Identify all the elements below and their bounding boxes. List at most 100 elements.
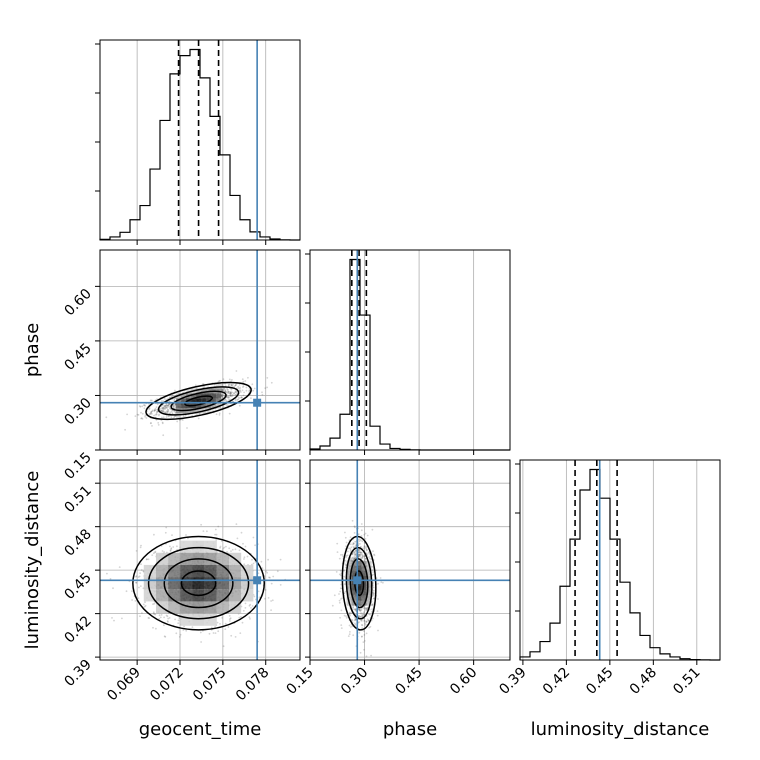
sample-point (253, 537, 255, 539)
y-tick-label: 0.60 (61, 286, 94, 319)
sample-point (344, 563, 346, 565)
sample-point (251, 383, 253, 385)
sample-point (165, 527, 167, 529)
sample-point (152, 409, 154, 411)
sample-point (366, 655, 368, 657)
sample-point (160, 617, 162, 619)
scatter-luminosity_distance_vs_phase (310, 460, 510, 660)
sample-point (185, 415, 187, 417)
sample-point (167, 618, 169, 620)
sample-point (243, 385, 245, 387)
sample-point (112, 587, 114, 589)
truth-marker (353, 576, 361, 584)
sample-point (249, 618, 251, 620)
sample-point (161, 614, 163, 616)
density-layer (106, 523, 303, 647)
sample-point (136, 575, 138, 577)
sample-point (140, 406, 142, 408)
sample-point (270, 609, 272, 611)
sample-point (227, 389, 229, 391)
sample-point (231, 379, 233, 381)
y-axis-title: luminosity_distance (22, 471, 43, 650)
sample-point (113, 620, 115, 622)
sample-point (341, 597, 343, 599)
x-tick-label: 0.078 (233, 665, 273, 705)
density-cell (217, 577, 229, 589)
sample-point (358, 615, 360, 617)
x-tick-label: 0.30 (338, 665, 371, 698)
sample-point (377, 630, 379, 632)
sample-point (259, 597, 261, 599)
sample-point (227, 404, 229, 406)
sample-point (176, 545, 178, 547)
sample-point (216, 413, 218, 415)
sample-point (237, 387, 239, 389)
sample-point (157, 422, 159, 424)
sample-point (344, 583, 346, 585)
sample-point (183, 626, 185, 628)
sample-point (162, 434, 164, 436)
sample-point (353, 551, 355, 553)
sample-point (156, 406, 158, 408)
histogram-step (100, 50, 300, 240)
sample-point (344, 560, 346, 562)
sample-point (206, 530, 208, 532)
sample-point (148, 558, 150, 560)
sample-point (131, 599, 133, 601)
sample-point (339, 574, 341, 576)
sample-point (347, 551, 349, 553)
sample-point (262, 394, 264, 396)
sample-point (339, 617, 341, 619)
sample-point (270, 600, 272, 602)
y-tick-label: 0.51 (61, 483, 94, 516)
sample-point (272, 599, 274, 601)
sample-point (213, 632, 215, 634)
sample-point (149, 413, 151, 415)
sample-point (346, 555, 348, 557)
sample-point (144, 405, 146, 407)
sample-point (151, 413, 153, 415)
sample-point (154, 409, 156, 411)
density-cell (205, 614, 217, 626)
sample-point (223, 547, 225, 549)
sample-point (363, 613, 365, 615)
sample-point (225, 546, 227, 548)
sample-point (368, 556, 370, 558)
sample-point (155, 628, 157, 630)
sample-point (361, 540, 363, 542)
x-axis-title: luminosity_distance (531, 719, 710, 740)
sample-point (368, 619, 370, 621)
sample-point (135, 415, 137, 417)
sample-point (365, 558, 367, 560)
sample-point (373, 590, 375, 592)
sample-point (165, 405, 167, 407)
sample-point (250, 397, 252, 399)
sample-point (369, 614, 371, 616)
sample-point (230, 395, 232, 397)
sample-point (365, 621, 367, 623)
sample-point (235, 399, 237, 401)
sample-point (373, 554, 375, 556)
histogram-step (310, 260, 510, 450)
histogram-geocent_time (95, 40, 300, 240)
sample-point (230, 635, 232, 637)
sample-point (261, 391, 263, 393)
sample-point (185, 630, 187, 632)
sample-point (365, 538, 367, 540)
sample-point (211, 627, 213, 629)
sample-point (346, 617, 348, 619)
sample-point (180, 634, 182, 636)
sample-point (159, 614, 161, 616)
sample-point (251, 559, 253, 561)
sample-point (359, 549, 361, 551)
sample-point (339, 600, 341, 602)
sample-point (215, 539, 217, 541)
panel-frame (100, 250, 300, 450)
sample-point (353, 558, 355, 560)
sample-point (138, 597, 140, 599)
sample-point (358, 533, 360, 535)
histogram-luminosity_distance (515, 460, 720, 660)
sample-point (239, 632, 241, 634)
sample-point (266, 387, 268, 389)
